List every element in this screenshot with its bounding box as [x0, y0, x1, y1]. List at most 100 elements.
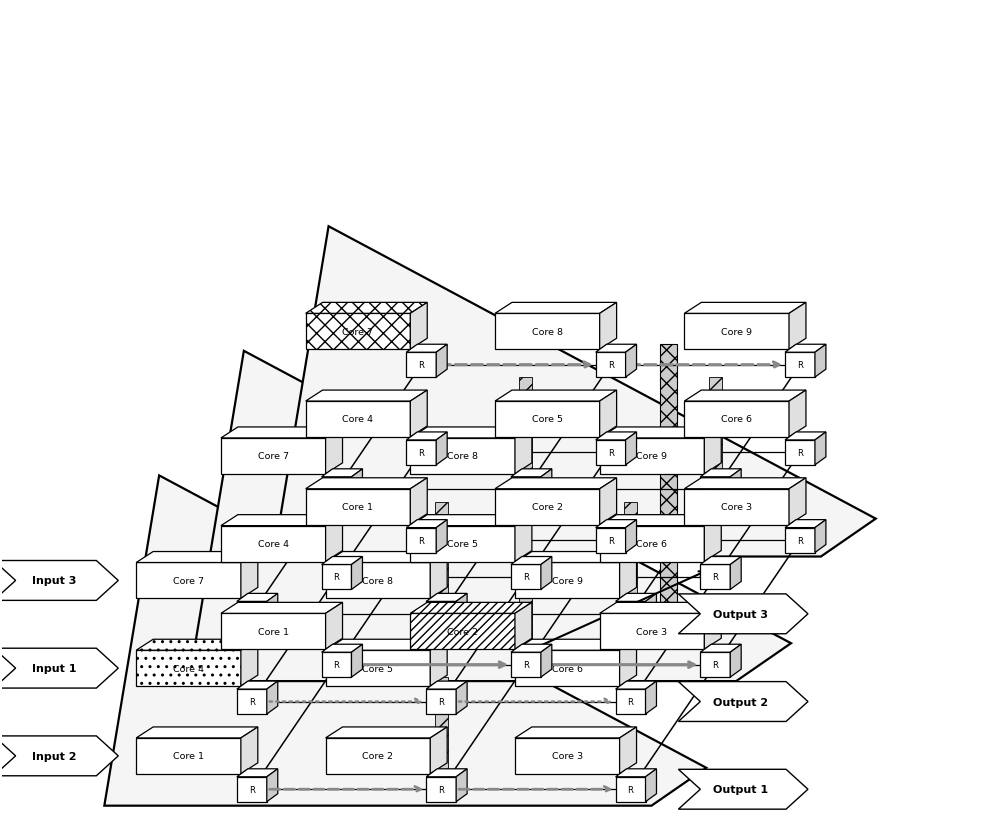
- Polygon shape: [0, 736, 118, 776]
- Polygon shape: [326, 563, 430, 599]
- Bar: [624, 502, 637, 594]
- Text: R: R: [249, 609, 255, 619]
- Polygon shape: [351, 469, 362, 502]
- Polygon shape: [306, 390, 427, 402]
- Polygon shape: [600, 526, 704, 562]
- Polygon shape: [241, 639, 258, 686]
- Polygon shape: [620, 639, 637, 686]
- Polygon shape: [0, 648, 118, 688]
- Polygon shape: [684, 402, 789, 437]
- Text: R: R: [334, 660, 340, 669]
- Polygon shape: [306, 314, 410, 350]
- Polygon shape: [684, 303, 806, 314]
- Polygon shape: [322, 653, 351, 677]
- Polygon shape: [684, 489, 789, 525]
- Polygon shape: [436, 345, 447, 378]
- Polygon shape: [684, 478, 806, 489]
- Polygon shape: [136, 552, 258, 563]
- Text: Input 1: Input 1: [32, 663, 76, 673]
- Polygon shape: [237, 601, 267, 627]
- Polygon shape: [241, 552, 258, 599]
- Polygon shape: [616, 777, 646, 801]
- Polygon shape: [189, 351, 791, 681]
- Text: R: R: [523, 660, 529, 669]
- Polygon shape: [596, 433, 637, 440]
- Text: Input 3: Input 3: [32, 576, 76, 586]
- Polygon shape: [306, 402, 410, 437]
- Polygon shape: [410, 603, 532, 614]
- Polygon shape: [322, 565, 351, 590]
- Text: Core 4: Core 4: [173, 664, 204, 673]
- Polygon shape: [136, 738, 241, 774]
- Text: R: R: [438, 697, 444, 706]
- Polygon shape: [406, 353, 436, 378]
- Text: Output 1: Output 1: [713, 784, 769, 794]
- Polygon shape: [306, 478, 427, 489]
- Polygon shape: [616, 594, 656, 601]
- Polygon shape: [406, 440, 436, 466]
- Polygon shape: [620, 727, 637, 774]
- Text: Core 6: Core 6: [636, 539, 667, 548]
- Text: R: R: [523, 485, 529, 495]
- Polygon shape: [511, 477, 541, 502]
- Polygon shape: [426, 594, 467, 601]
- Polygon shape: [785, 353, 815, 378]
- Text: Core 3: Core 3: [721, 503, 752, 512]
- Polygon shape: [600, 614, 704, 649]
- Polygon shape: [430, 552, 447, 599]
- Polygon shape: [700, 469, 741, 477]
- Polygon shape: [406, 528, 436, 553]
- Polygon shape: [600, 478, 617, 525]
- Polygon shape: [410, 438, 515, 474]
- Polygon shape: [495, 314, 600, 350]
- Polygon shape: [700, 557, 741, 565]
- Text: R: R: [249, 785, 255, 794]
- Polygon shape: [678, 769, 808, 809]
- Polygon shape: [515, 563, 620, 599]
- Polygon shape: [495, 303, 617, 314]
- Bar: [660, 345, 677, 627]
- Polygon shape: [785, 528, 815, 553]
- Polygon shape: [600, 390, 617, 437]
- Polygon shape: [815, 345, 826, 378]
- Polygon shape: [646, 681, 656, 715]
- Polygon shape: [221, 614, 326, 649]
- Polygon shape: [616, 689, 646, 715]
- Polygon shape: [267, 681, 278, 715]
- Text: R: R: [797, 536, 803, 545]
- Polygon shape: [267, 594, 278, 627]
- Polygon shape: [221, 438, 326, 474]
- Polygon shape: [221, 428, 343, 438]
- Text: Core 2: Core 2: [362, 752, 393, 760]
- Polygon shape: [646, 594, 656, 627]
- Text: Core 5: Core 5: [447, 539, 478, 548]
- Bar: [519, 553, 532, 644]
- Text: Core 3: Core 3: [552, 752, 583, 760]
- Text: Core 4: Core 4: [258, 539, 289, 548]
- Text: R: R: [712, 573, 718, 581]
- Polygon shape: [515, 428, 532, 474]
- Polygon shape: [704, 428, 721, 474]
- Polygon shape: [136, 639, 258, 650]
- Polygon shape: [410, 614, 515, 649]
- Polygon shape: [596, 353, 626, 378]
- Polygon shape: [436, 433, 447, 466]
- Polygon shape: [495, 390, 617, 402]
- Polygon shape: [495, 489, 600, 525]
- Polygon shape: [426, 681, 467, 689]
- Polygon shape: [456, 681, 467, 715]
- Polygon shape: [426, 777, 456, 801]
- Polygon shape: [515, 603, 532, 649]
- Polygon shape: [410, 428, 532, 438]
- Polygon shape: [0, 561, 118, 600]
- Polygon shape: [789, 390, 806, 437]
- Text: Core 9: Core 9: [721, 327, 752, 337]
- Polygon shape: [511, 653, 541, 677]
- Polygon shape: [626, 345, 637, 378]
- Text: Core 2: Core 2: [532, 503, 563, 512]
- Polygon shape: [406, 433, 447, 440]
- Polygon shape: [600, 428, 721, 438]
- Bar: [519, 378, 532, 469]
- Polygon shape: [684, 314, 789, 350]
- Polygon shape: [267, 769, 278, 801]
